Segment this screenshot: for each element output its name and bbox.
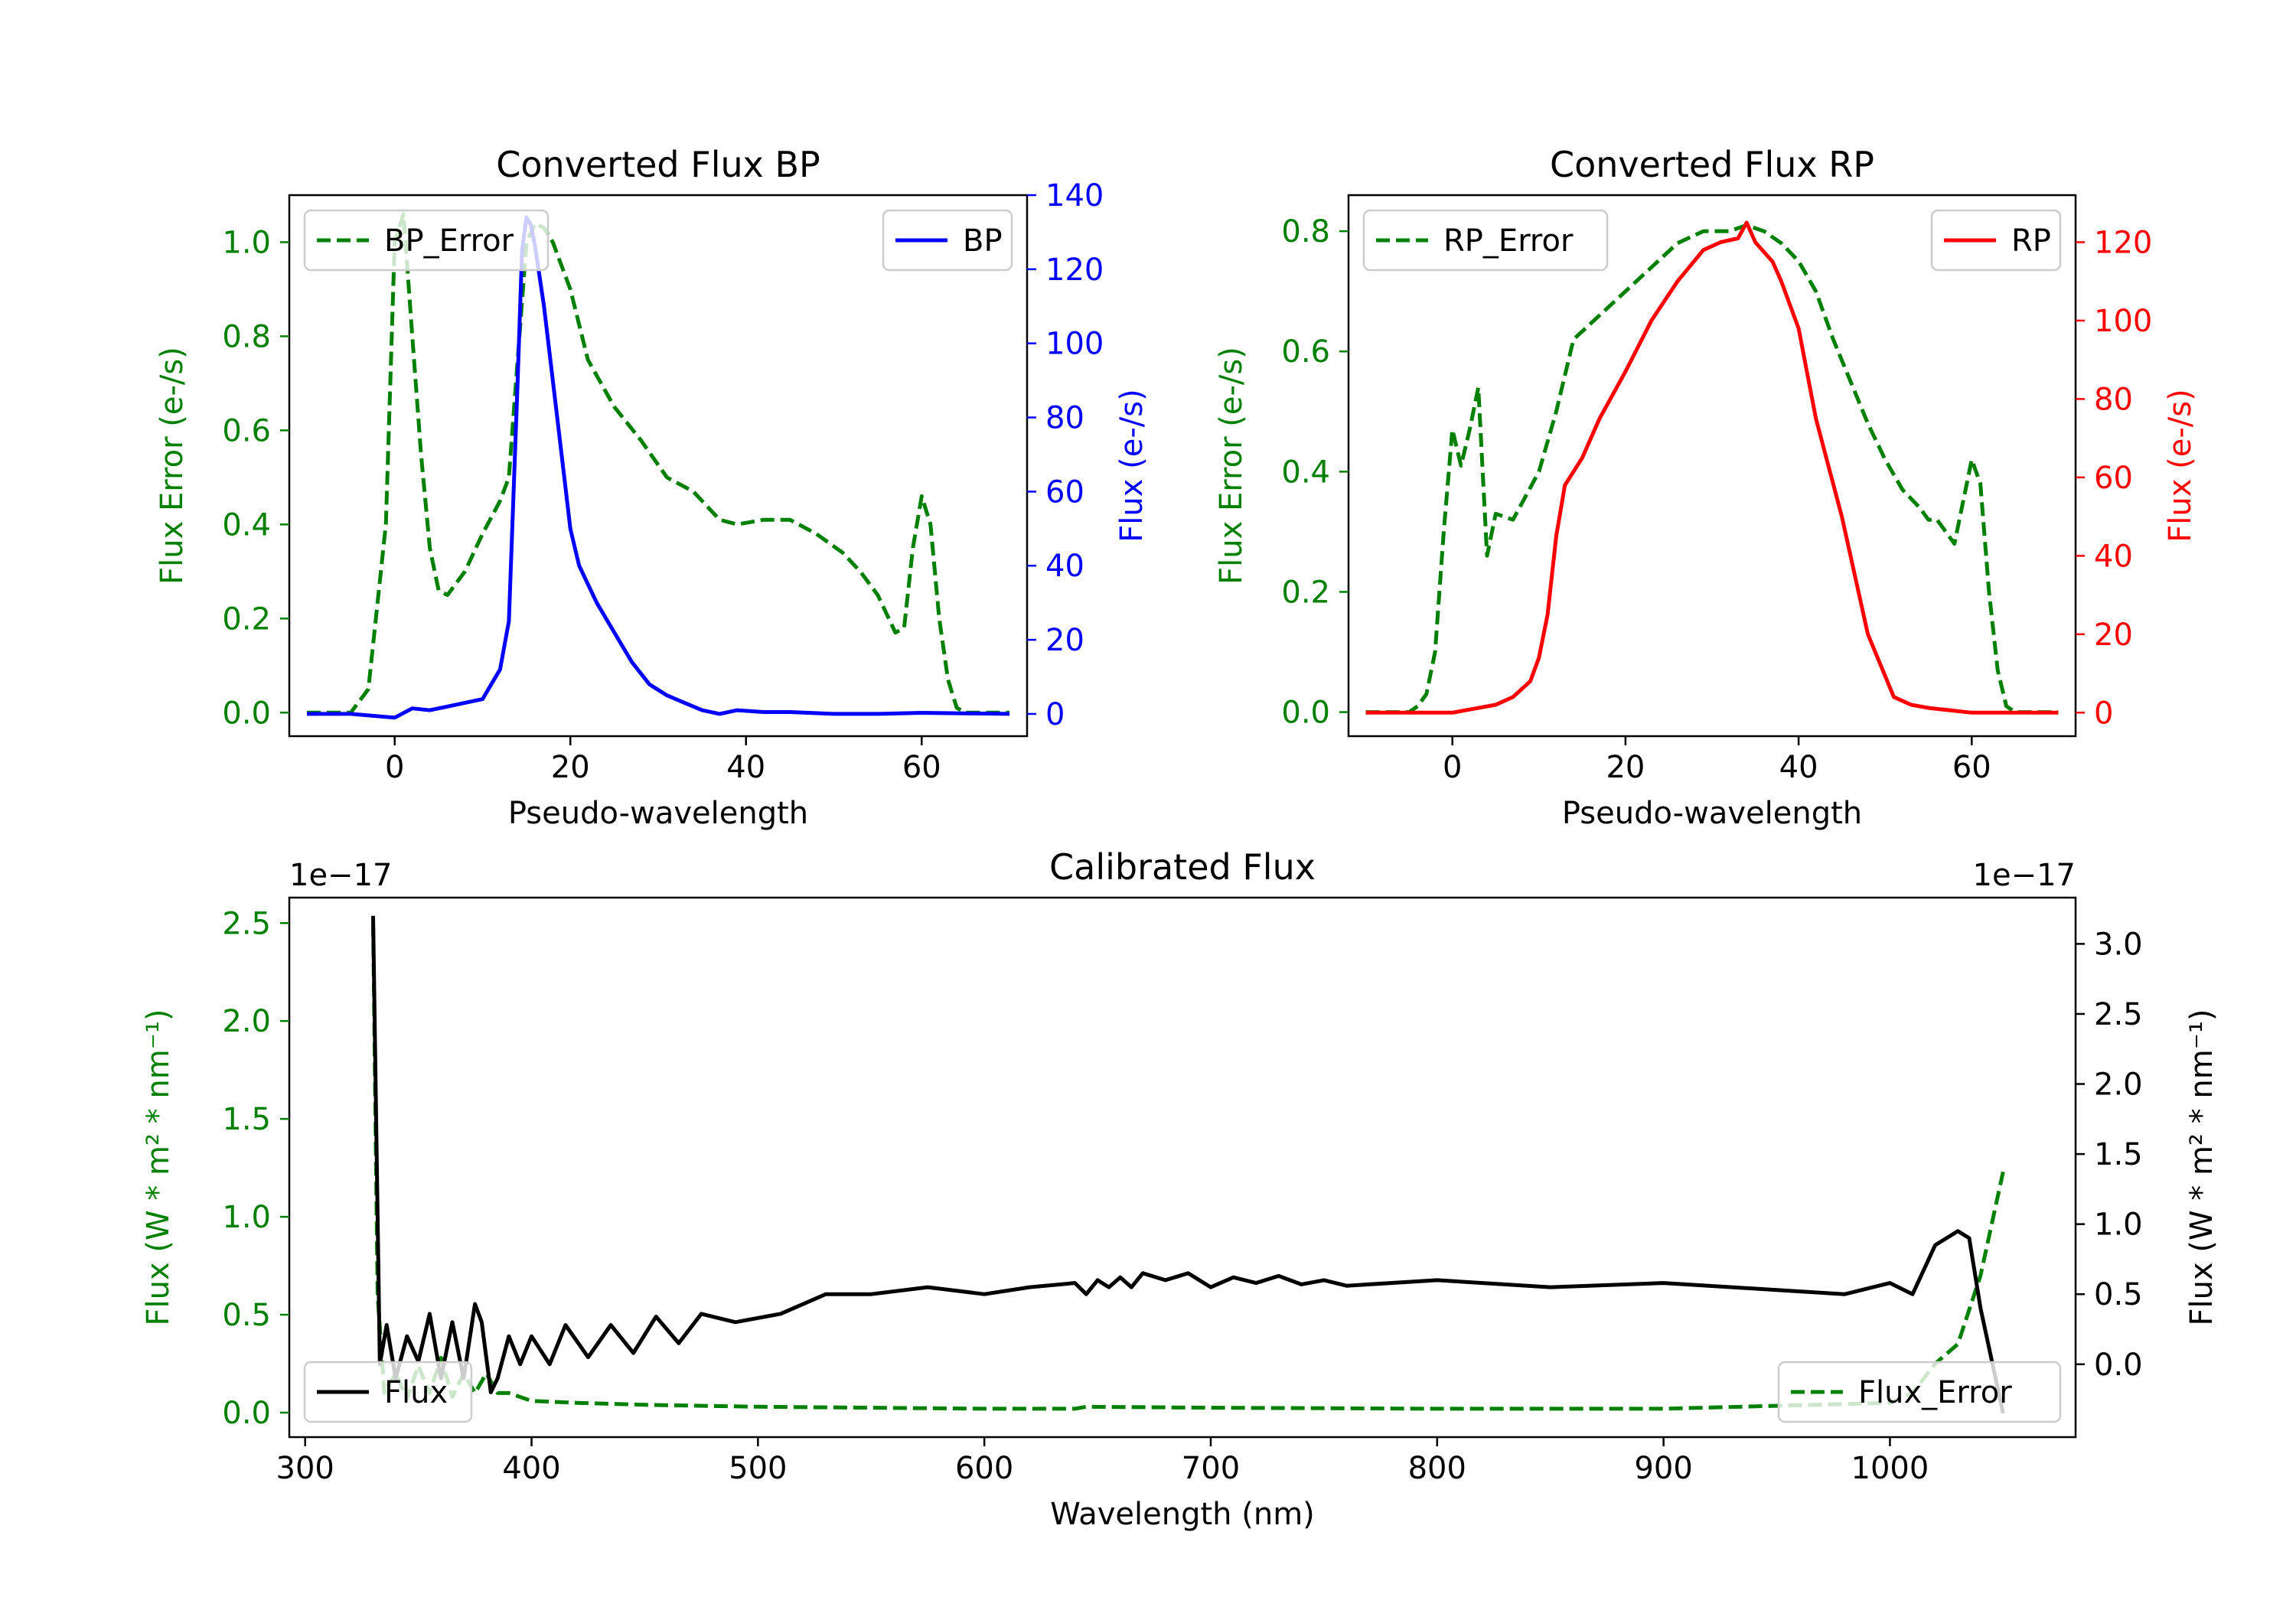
- y-right-tick-label: 20: [1045, 623, 1084, 658]
- chart-title: Calibrated Flux: [1049, 846, 1316, 888]
- y-right-tick-label: 140: [1045, 178, 1104, 214]
- x-tick-label: 700: [1182, 1451, 1240, 1486]
- y-left-tick-label: 0.8: [222, 319, 271, 354]
- y-left-tick-label: 0.4: [222, 507, 271, 543]
- y-right-tick-label: 100: [1045, 327, 1104, 362]
- y-right-tick-label: 120: [2094, 225, 2152, 260]
- legend-label: RP_Error: [1443, 223, 1574, 259]
- y-left-tick-label: 0.2: [222, 601, 271, 637]
- y-right-tick-label: 0.5: [2094, 1277, 2143, 1312]
- y-left-scale: 1e−17: [289, 858, 392, 893]
- x-tick-label: 20: [551, 750, 590, 785]
- x-axis-label: Pseudo-wavelength: [508, 796, 808, 831]
- y-right-tick-label: 1.5: [2094, 1137, 2143, 1172]
- x-tick-label: 600: [955, 1451, 1013, 1486]
- y-left-axis-label: Flux Error (e-/s): [1214, 347, 1249, 585]
- y-right-tick-label: 20: [2094, 618, 2133, 653]
- legend-label: RP: [2011, 223, 2051, 259]
- x-tick-label: 0: [1443, 750, 1462, 785]
- x-tick-label: 900: [1634, 1451, 1692, 1486]
- y-left-tick-label: 1.5: [222, 1102, 271, 1137]
- series-line-rp: [1365, 220, 2059, 715]
- y-left-tick-label: 0.8: [1281, 214, 1330, 249]
- x-axis-label: Wavelength (nm): [1050, 1497, 1315, 1532]
- y-right-axis-label: Flux (W * m² * nm⁻¹): [2184, 1009, 2219, 1326]
- y-right-tick-label: 0: [1045, 697, 1065, 732]
- y-left-tick-label: 1.0: [222, 1200, 271, 1235]
- y-right-scale: 1e−17: [1973, 858, 2076, 893]
- y-left-tick-label: 1.0: [222, 225, 271, 260]
- y-left-axis-label: Flux Error (e-/s): [155, 347, 190, 585]
- plot-frame: [1347, 194, 2077, 738]
- y-left-tick-label: 2.0: [222, 1004, 271, 1039]
- x-tick-label: 800: [1408, 1451, 1466, 1486]
- y-right-tick-label: 60: [2094, 461, 2133, 496]
- legend-box: [1777, 1361, 2062, 1423]
- series-line-bp: [307, 215, 1010, 720]
- y-right-tick-label: 0.0: [2094, 1348, 2143, 1383]
- y-right-tick-label: 1.0: [2094, 1208, 2143, 1243]
- x-tick-label: 60: [1952, 750, 1991, 785]
- y-right-axis-label: Flux (e-/s): [2163, 389, 2198, 542]
- legend-label: BP_Error: [384, 223, 514, 259]
- y-left-tick-label: 0.6: [1281, 334, 1330, 370]
- y-left-tick-label: 0.2: [1281, 575, 1330, 610]
- x-tick-label: 0: [385, 750, 404, 785]
- y-left-tick-label: 2.5: [222, 906, 271, 941]
- legend-box: [303, 1361, 473, 1423]
- chart-title: Converted Flux BP: [496, 144, 820, 185]
- y-right-tick-label: 120: [1045, 253, 1104, 288]
- x-tick-label: 20: [1606, 750, 1645, 785]
- y-right-axis-label: Flux (e-/s): [1114, 389, 1150, 542]
- x-tick-label: 1000: [1851, 1451, 1929, 1486]
- legend-box: [1362, 209, 1609, 272]
- y-right-tick-label: 40: [2094, 539, 2133, 574]
- series-line-bp-error: [307, 212, 1009, 715]
- y-left-tick-label: 0.0: [222, 696, 271, 731]
- y-right-tick-label: 100: [2094, 304, 2152, 339]
- x-tick-label: 400: [502, 1451, 560, 1486]
- legend-label: Flux: [384, 1375, 448, 1410]
- y-right-tick-label: 80: [2094, 382, 2133, 417]
- plot-frame: [288, 194, 1029, 738]
- legend-label: Flux_Error: [1858, 1375, 2012, 1410]
- y-right-tick-label: 40: [1045, 549, 1084, 584]
- y-right-tick-label: 3.0: [2094, 927, 2143, 962]
- y-right-tick-label: 2.0: [2094, 1068, 2143, 1103]
- y-left-tick-label: 0.6: [222, 413, 271, 448]
- y-right-tick-label: 80: [1045, 401, 1084, 436]
- y-left-axis-label: Flux (W * m² * nm⁻¹): [141, 1009, 176, 1326]
- legend-label: BP: [963, 223, 1003, 259]
- plot-frame: [288, 896, 2077, 1439]
- x-tick-label: 500: [729, 1451, 787, 1486]
- y-left-tick-label: 0.0: [1281, 696, 1330, 731]
- y-right-tick-label: 0: [2094, 696, 2113, 731]
- x-tick-label: 40: [1779, 750, 1818, 785]
- y-right-tick-label: 2.5: [2094, 997, 2143, 1032]
- x-tick-label: 60: [902, 750, 941, 785]
- y-left-tick-label: 0.4: [1281, 455, 1330, 490]
- y-left-tick-label: 0.5: [222, 1298, 271, 1333]
- x-tick-label: 300: [276, 1451, 334, 1486]
- series-line-rp-error: [1365, 223, 2059, 715]
- x-tick-label: 40: [726, 750, 765, 785]
- y-right-tick-label: 60: [1045, 474, 1084, 510]
- chart-title: Converted Flux RP: [1550, 144, 1874, 185]
- legend-box: [303, 209, 550, 272]
- series-line-flux: [371, 915, 2005, 1414]
- x-axis-label: Pseudo-wavelength: [1562, 796, 1862, 831]
- y-left-tick-label: 0.0: [222, 1396, 271, 1431]
